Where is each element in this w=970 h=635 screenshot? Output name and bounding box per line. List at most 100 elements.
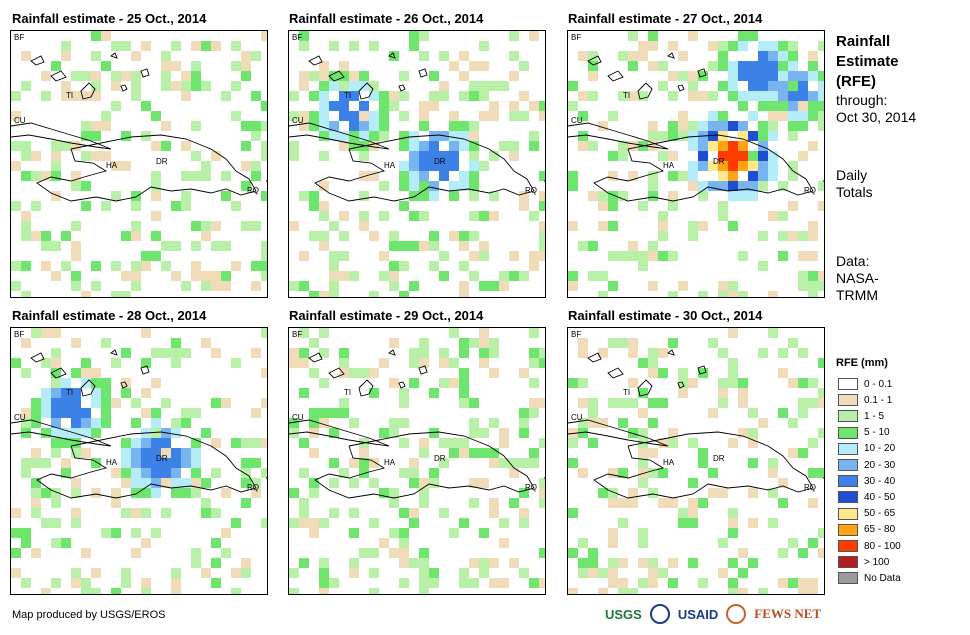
- rain-cell: [201, 478, 211, 488]
- rain-cell: [141, 41, 151, 51]
- rain-cell: [11, 111, 21, 121]
- rain-cell: [688, 81, 698, 91]
- rain-cell: [748, 518, 758, 528]
- rain-cell: [241, 161, 251, 171]
- rain-cell: [41, 91, 51, 101]
- rain-cell: [429, 568, 439, 578]
- rain-cell: [578, 468, 588, 478]
- rain-cell: [429, 71, 439, 81]
- rain-cell: [758, 181, 768, 191]
- rain-cell: [469, 231, 479, 241]
- rain-cell: [708, 91, 718, 101]
- label-dr: DR: [156, 157, 168, 166]
- rain-cell: [519, 91, 529, 101]
- rain-cell: [529, 131, 539, 141]
- rain-cell: [578, 131, 588, 141]
- rain-cell: [329, 281, 339, 291]
- rain-cell: [339, 408, 349, 418]
- rain-cell: [51, 368, 61, 378]
- rain-cell: [191, 488, 201, 498]
- rain-cell: [51, 538, 61, 548]
- rain-cell: [399, 388, 409, 398]
- rain-cell: [509, 141, 519, 151]
- rain-cell: [658, 438, 668, 448]
- rain-cell: [261, 241, 267, 251]
- rain-cell: [638, 578, 648, 588]
- rain-cell: [469, 251, 479, 261]
- rain-cell: [788, 61, 798, 71]
- rain-cell: [359, 171, 369, 181]
- rain-cell: [808, 438, 818, 448]
- rain-cell: [101, 121, 111, 131]
- rain-cell: [419, 181, 429, 191]
- rain-cell: [91, 71, 101, 81]
- rain-cell: [778, 231, 788, 241]
- rain-cell: [51, 498, 61, 508]
- rain-cell: [429, 231, 439, 241]
- rain-cell: [439, 91, 449, 101]
- rain-cell: [768, 161, 778, 171]
- rain-cell: [568, 508, 578, 518]
- rain-cell: [201, 428, 211, 438]
- rain-cell: [161, 51, 171, 61]
- rain-cell: [698, 578, 708, 588]
- rain-cell: [738, 428, 748, 438]
- rain-cell: [51, 418, 61, 428]
- rain-cell: [459, 378, 469, 388]
- rain-cell: [289, 588, 299, 594]
- rain-cell: [539, 358, 545, 368]
- rain-cell: [399, 538, 409, 548]
- rain-cell: [798, 81, 808, 91]
- rain-cell: [638, 428, 648, 438]
- rain-cell: [598, 201, 608, 211]
- rain-cell: [201, 231, 211, 241]
- rain-cell: [509, 111, 519, 121]
- rain-cell: [588, 558, 598, 568]
- rain-cell: [688, 438, 698, 448]
- rain-cell: [181, 408, 191, 418]
- rain-cell: [638, 358, 648, 368]
- rain-cell: [728, 328, 738, 338]
- rain-cell: [171, 478, 181, 488]
- rain-cell: [688, 141, 698, 151]
- rain-cell: [768, 458, 778, 468]
- rain-cell: [539, 231, 545, 241]
- rain-cell: [71, 281, 81, 291]
- rain-cell: [191, 241, 201, 251]
- rain-cell: [638, 528, 648, 538]
- rain-cell: [71, 388, 81, 398]
- rain-cell: [808, 71, 818, 81]
- rain-cell: [231, 41, 241, 51]
- rain-cell: [339, 131, 349, 141]
- legend-swatch: [838, 410, 858, 423]
- legend-item: No Data: [838, 571, 901, 585]
- rain-cell: [319, 201, 329, 211]
- rain-cell: [588, 398, 598, 408]
- rain-cell: [121, 271, 131, 281]
- totals-label: Totals: [836, 184, 873, 200]
- rain-cell: [728, 378, 738, 388]
- rain-cell: [728, 588, 738, 594]
- rain-cell: [309, 231, 319, 241]
- rain-cell: [758, 588, 768, 594]
- rain-cell: [191, 271, 201, 281]
- rain-cell: [728, 368, 738, 378]
- rain-cell: [201, 271, 211, 281]
- rain-cell: [289, 358, 299, 368]
- rain-cell: [748, 458, 758, 468]
- rain-cell: [668, 201, 678, 211]
- rain-cell: [181, 171, 191, 181]
- rain-cell: [51, 141, 61, 151]
- rain-cell: [61, 428, 71, 438]
- rain-cell: [389, 428, 399, 438]
- rain-cell: [231, 518, 241, 528]
- rain-cell: [748, 91, 758, 101]
- rain-cell: [638, 448, 648, 458]
- rain-cell: [808, 578, 818, 588]
- rain-cell: [738, 141, 748, 151]
- rain-cell: [71, 171, 81, 181]
- rain-cell: [798, 448, 808, 458]
- rain-cell: [101, 388, 111, 398]
- rain-cell: [241, 221, 251, 231]
- rain-cell: [389, 338, 399, 348]
